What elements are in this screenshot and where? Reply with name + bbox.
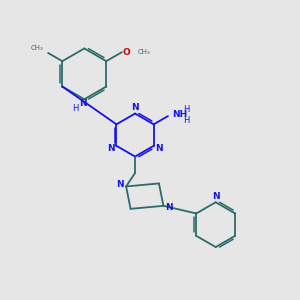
Text: H: H [72, 104, 78, 113]
Text: O: O [123, 48, 131, 57]
Text: N: N [80, 99, 87, 108]
Text: N: N [116, 180, 124, 189]
Text: N: N [131, 103, 139, 112]
Text: H: H [183, 105, 190, 114]
Text: N: N [155, 144, 163, 153]
Text: N: N [166, 203, 173, 212]
Text: N: N [212, 192, 220, 201]
Text: H: H [183, 116, 190, 125]
Text: NH: NH [172, 110, 187, 119]
Text: CH₃: CH₃ [137, 49, 150, 55]
Text: N: N [107, 144, 115, 153]
Text: CH₃: CH₃ [31, 45, 44, 51]
